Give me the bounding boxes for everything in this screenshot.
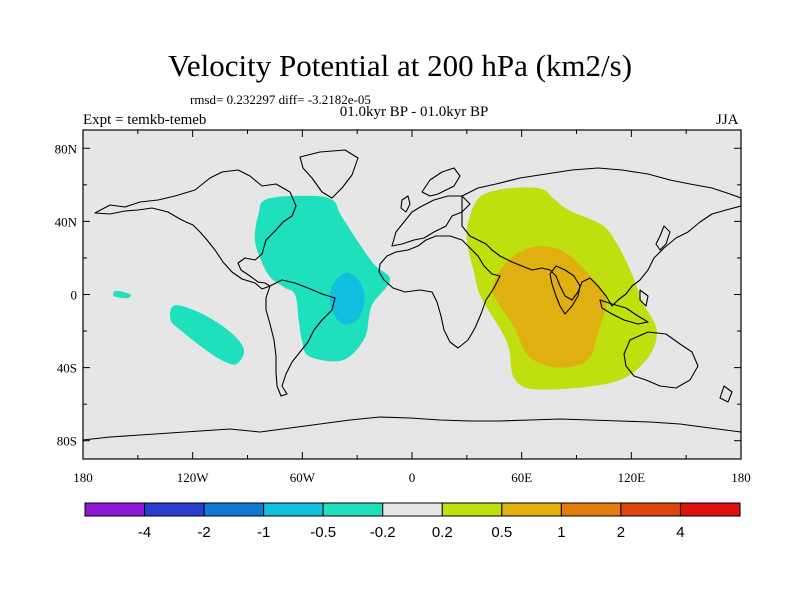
colorbar: -4 -2 -1 -0.5 -0.2 0.2 0.5 1 2 4	[84, 502, 741, 541]
axis-ticks: 180 120W 60W 0 60E 120E 180 80N 40N 0 40S 80S	[55, 130, 751, 485]
period-text: 01.0kyr BP - 01.0kyr BP	[339, 104, 489, 120]
north-america-coast	[94, 169, 297, 290]
colorbar-label: -0.5	[310, 524, 336, 541]
x-tick-label: 180	[73, 470, 93, 485]
colorbar-label: -0.2	[370, 524, 396, 541]
greenland-coast	[299, 149, 359, 199]
x-tick-label: 180	[731, 470, 751, 485]
colorbar-label: 4	[676, 524, 684, 541]
indian-ocean-positive-core	[492, 246, 607, 368]
colorbar-swatch	[203, 502, 265, 517]
colorbar-label: 2	[617, 524, 625, 541]
experiment-text: Expt = temkb-temeb	[83, 112, 207, 128]
colorbar-label: 1	[557, 524, 565, 541]
map-background	[83, 130, 741, 459]
colorbar-swatch	[144, 502, 205, 517]
colorbar-label: 0.5	[491, 524, 512, 541]
antarctica-coast	[83, 416, 741, 441]
x-tick-label: 120E	[618, 470, 646, 485]
map-title: Velocity Potential at 200 hPa (km2/s)	[167, 48, 633, 83]
colorbar-swatch	[84, 502, 146, 517]
colorbar-label: 0.2	[432, 524, 453, 541]
colorbar-label: -4	[138, 524, 151, 541]
india-coast	[549, 265, 581, 315]
y-tick-label: 40S	[57, 361, 77, 376]
stats-text: rmsd= 0.232297 diff= -3.2182e-05	[190, 92, 371, 107]
colorbar-label: -1	[257, 524, 270, 541]
atlantic-negative-core	[329, 272, 365, 325]
pacific-negative-patch	[113, 290, 132, 299]
x-tick-label: 120W	[177, 470, 210, 485]
southeast-asia-islands	[599, 289, 649, 325]
new-zealand-coast	[719, 385, 733, 403]
colorbar-swatch	[679, 502, 741, 517]
pacific-negative-band	[170, 305, 245, 365]
y-tick-label: 40N	[55, 214, 78, 229]
x-tick-label: 60W	[290, 470, 316, 485]
colorbar-swatch	[322, 502, 384, 517]
y-tick-label: 80S	[57, 434, 77, 449]
scandinavia-coast	[421, 167, 461, 197]
south-america-coast	[265, 279, 336, 397]
coastlines	[83, 149, 741, 441]
colorbar-swatch	[263, 502, 324, 517]
x-tick-label: 60E	[511, 470, 532, 485]
map-area: 180 120W 60W 0 60E 120E 180 80N 40N 0 40S 80S	[55, 129, 751, 485]
japan-coast	[655, 225, 671, 251]
colorbar-swatch	[382, 502, 443, 517]
season-label: JJA	[716, 112, 739, 128]
europe-africa-coast	[378, 195, 501, 349]
colorbar-swatch	[620, 502, 681, 517]
uk-coast	[400, 195, 411, 213]
asia-coast	[461, 167, 741, 307]
x-tick-label: 0	[409, 470, 416, 485]
colorbar-swatch	[441, 502, 503, 517]
y-tick-label: 0	[71, 288, 78, 303]
australia-coast	[623, 331, 699, 389]
colorbar-label: -2	[197, 524, 210, 541]
y-tick-label: 80N	[55, 141, 78, 156]
colorbar-swatch	[560, 502, 622, 517]
colorbar-swatch	[501, 502, 562, 517]
